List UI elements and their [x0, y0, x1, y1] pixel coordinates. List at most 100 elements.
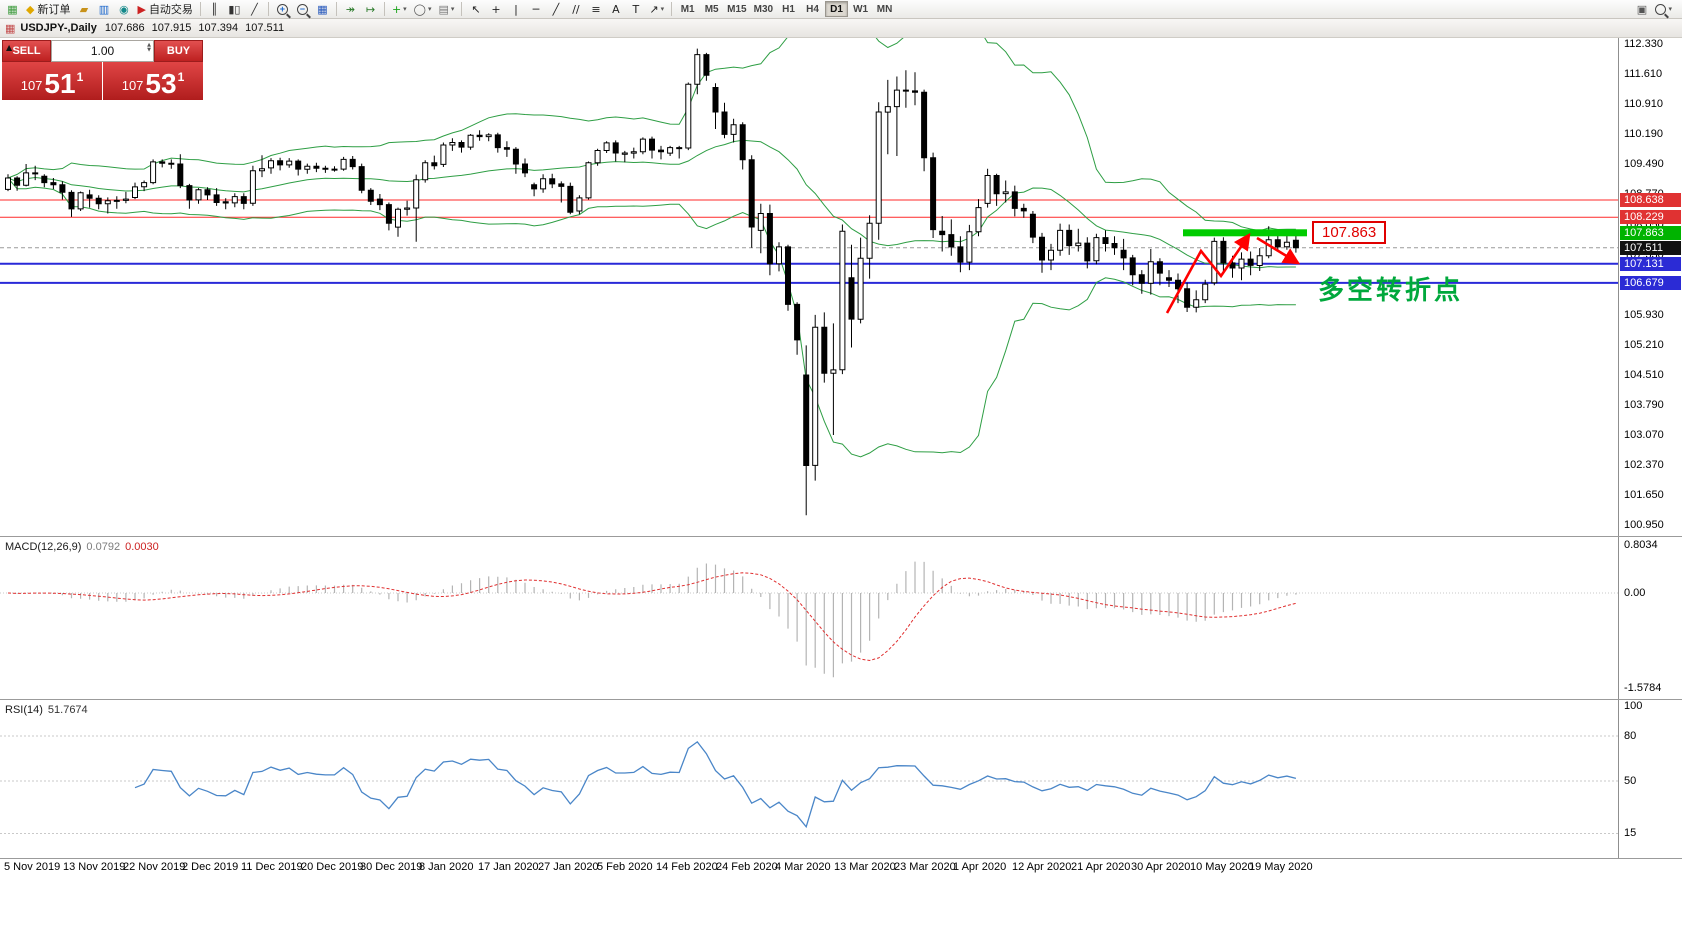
metaeditor-button[interactable]: ▰	[74, 1, 93, 18]
macd-indicator-label: MACD(12,26,9) 0.0792 0.0030	[5, 541, 159, 553]
candlestick-chart-button[interactable]: ▮▯	[225, 1, 244, 18]
buy-price[interactable]: 107 53 1	[103, 62, 203, 100]
bollinger-bands	[7, 38, 1296, 458]
data-window-icon: ◉	[119, 2, 129, 16]
ohlc-high: 107.915	[151, 22, 192, 34]
chart-window-icon: ▦	[5, 21, 16, 35]
autotrading-icon: ▶	[137, 2, 146, 16]
trendline-icon: ╱	[552, 2, 560, 16]
zoom-in-button[interactable]: +	[273, 1, 292, 18]
one-click-trading-panel: SELL 1.00 ▲ ▼ BUY 107 51 1 107 53 1	[2, 40, 203, 100]
ohlc-low: 107.394	[198, 22, 239, 34]
vertical-line-icon: |	[514, 2, 518, 16]
toolbar-separator	[267, 2, 269, 16]
data-window-button[interactable]: ◉	[114, 1, 133, 18]
search-button[interactable]: ▾	[1652, 1, 1675, 18]
market-watch-button[interactable]: ▥	[94, 1, 113, 18]
chart-shift-button[interactable]: ↦	[361, 1, 380, 18]
sell-price-pips: 51	[44, 68, 76, 100]
indicators-button[interactable]: + ▾	[389, 1, 410, 18]
price-scale-separator	[1618, 38, 1619, 858]
zoom-out-icon: −	[296, 3, 308, 15]
timeframe-m30-button[interactable]: M30	[753, 3, 774, 15]
sell-price[interactable]: 107 51 1	[2, 62, 103, 100]
macd-signal-line	[7, 572, 1297, 662]
buy-price-pips: 53	[145, 68, 177, 100]
rsi-panel-splitter[interactable]	[0, 699, 1682, 700]
volume-input[interactable]: 1.00 ▲ ▼	[51, 40, 154, 62]
window-list-button[interactable]: ▣	[1632, 1, 1651, 18]
macd-histogram	[16, 561, 1297, 678]
timeframe-w1-button[interactable]: W1	[853, 3, 869, 15]
rsi-indicator-label: RSI(14) 51.7674	[5, 704, 88, 716]
window-list-icon: ▣	[1636, 2, 1648, 16]
line-chart-button[interactable]: ╱	[245, 1, 264, 18]
arrows-button[interactable]: ↗ ▾	[646, 1, 667, 18]
new-chart-button[interactable]: ▦	[3, 1, 22, 18]
text-button[interactable]: A	[606, 1, 625, 18]
macd-panel-splitter[interactable]	[0, 536, 1682, 537]
cursor-button[interactable]: ↖	[466, 1, 485, 18]
templates-button[interactable]: ▤ ▾	[436, 1, 458, 18]
rsi-line	[134, 741, 1297, 829]
timeframe-mn-button[interactable]: MN	[876, 3, 893, 15]
cycles-button[interactable]: ◯ ▾	[411, 1, 435, 18]
chart-symbol-label: USDJPY-,Daily	[20, 22, 97, 34]
tile-windows-button[interactable]: ▦	[313, 1, 332, 18]
timeframe-h1-button[interactable]: H1	[782, 3, 795, 15]
toolbar-separator	[383, 2, 385, 16]
ohlc-close: 107.511	[245, 22, 285, 34]
new-order-button[interactable]: ◆ 新订单	[23, 1, 73, 18]
toolbar-right-group: ▣ ▾	[1632, 1, 1679, 18]
macd-title: MACD(12,26,9)	[5, 541, 82, 553]
dropdown-caret-icon: ▾	[1668, 5, 1672, 13]
zone-price-label[interactable]: 107.863	[1312, 221, 1387, 244]
turning-zone-bar[interactable]	[1183, 229, 1307, 237]
cycles-icon: ◯	[413, 2, 426, 16]
arrows-icon: ↗	[649, 2, 659, 16]
timeframe-m1-button[interactable]: M1	[680, 3, 695, 15]
horizontal-line-button[interactable]: ─	[526, 1, 545, 18]
auto-scroll-button[interactable]: ↠	[341, 1, 360, 18]
vertical-line-button[interactable]: |	[506, 1, 525, 18]
time-axis-separator	[0, 858, 1682, 859]
autotrading-button[interactable]: ▶ 自动交易	[134, 1, 195, 18]
volume-up-icon[interactable]: ▲	[147, 42, 151, 48]
bar-chart-button[interactable]: ║	[205, 1, 224, 18]
buy-button[interactable]: BUY	[154, 40, 203, 62]
bullish-zigzag-arrow[interactable]	[1165, 232, 1251, 314]
tile-windows-icon: ▦	[317, 2, 328, 16]
chart-shift-icon: ↦	[365, 2, 376, 16]
text-label-icon: T	[632, 2, 640, 16]
zoom-out-button[interactable]: −	[293, 1, 312, 18]
macd-signal-value: 0.0030	[125, 541, 159, 553]
metaeditor-icon: ▰	[79, 2, 89, 16]
crosshair-icon: +	[491, 2, 501, 16]
dropdown-caret-icon: ▾	[403, 5, 407, 13]
collapse-panel-arrow-icon[interactable]: ▲	[6, 43, 13, 52]
timeframe-m5-button[interactable]: M5	[704, 3, 719, 15]
auto-scroll-icon: ↠	[345, 2, 356, 16]
crosshair-button[interactable]: +	[486, 1, 505, 18]
trendline-button[interactable]: ╱	[546, 1, 565, 18]
timeframe-d1-button[interactable]: D1	[825, 1, 849, 17]
main-toolbar: ▦ ◆ 新订单 ▰ ▥ ◉ ▶ 自动交易 ║ ▮▯ ╱ + − ▦ ↠ ↦ + ▾ ◯ ▾ ▤ ▾ ↖ + | ─ ╱//≡ A T ↗ ▾…	[0, 0, 1682, 19]
new-order-label: 新订单	[37, 4, 71, 16]
autotrading-label: 自动交易	[148, 4, 193, 16]
timeframe-h4-button[interactable]: H4	[806, 3, 819, 15]
channel-button[interactable]: //	[566, 1, 585, 18]
market-watch-icon: ▥	[98, 2, 110, 16]
new-chart-icon: ▦	[7, 2, 18, 16]
bearish-reversal-arrow[interactable]	[1256, 236, 1301, 265]
chart-titlebar: ▦ USDJPY-,Daily 107.686 107.915 107.394 …	[0, 19, 1682, 38]
volume-spinner[interactable]: ▲ ▼	[147, 43, 151, 53]
fibonacci-button[interactable]: ≡	[586, 1, 605, 18]
sell-button[interactable]: SELL	[2, 40, 51, 62]
candlestick-chart-icon: ▮▯	[228, 2, 241, 16]
volume-down-icon[interactable]: ▼	[147, 47, 151, 53]
fibonacci-icon: ≡	[591, 2, 601, 16]
timeframe-m15-button[interactable]: M15	[727, 3, 747, 15]
text-label-button[interactable]: T	[626, 1, 645, 18]
dropdown-caret-icon: ▾	[450, 5, 455, 13]
